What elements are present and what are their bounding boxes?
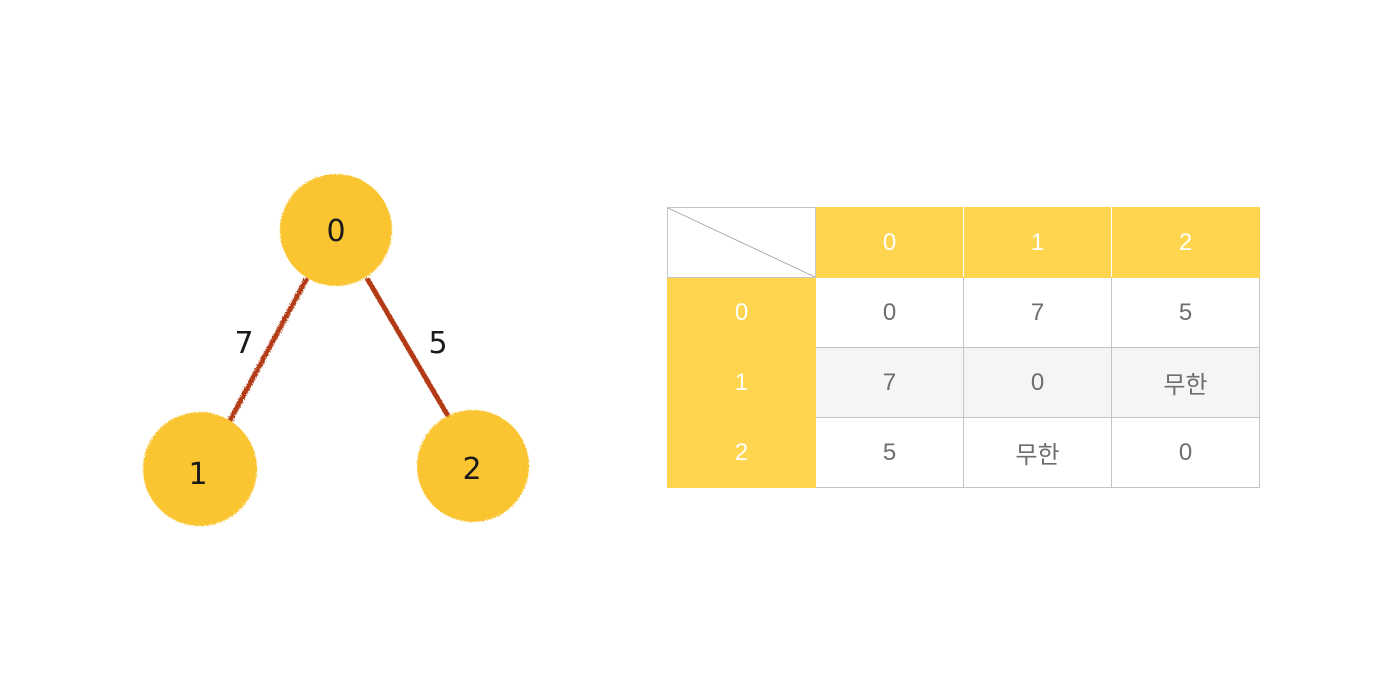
matrix-row: 1 7 0 무한 — [667, 347, 1260, 418]
edge-0-2: 5 — [365, 277, 451, 419]
node-circle-0 — [280, 174, 392, 286]
matrix-cell: 5 — [815, 417, 964, 488]
matrix-row-header: 1 — [667, 347, 816, 418]
node-label-0: 0 — [326, 214, 345, 249]
node-label-1: 1 — [188, 457, 207, 492]
graph-node-2: 2 — [417, 410, 529, 522]
matrix-col-header: 1 — [963, 207, 1112, 278]
matrix-row: 0 0 7 5 — [667, 277, 1260, 348]
matrix-row-header: 0 — [667, 277, 816, 348]
edge-line-0-2 — [365, 277, 451, 419]
node-circle-1 — [143, 412, 257, 526]
edge-0-1: 7 — [225, 277, 309, 427]
corner-diagonal-line — [668, 208, 815, 277]
edge-weight-label-0-1: 7 — [234, 326, 253, 361]
matrix-cell: 0 — [963, 347, 1112, 418]
matrix-col-header: 2 — [1111, 207, 1260, 278]
node-circle-2 — [417, 410, 529, 522]
graph-node-1: 1 — [143, 412, 257, 526]
matrix-cell: 7 — [963, 277, 1112, 348]
matrix-col-header: 0 — [815, 207, 964, 278]
matrix-cell: 무한 — [963, 417, 1112, 488]
edge-weight-label-0-2: 5 — [428, 326, 447, 361]
adjacency-matrix: 0 1 2 0 0 7 5 1 7 0 무한 2 5 무한 0 — [667, 207, 1260, 488]
matrix-cell: 0 — [1111, 417, 1260, 488]
matrix-header-row: 0 1 2 — [667, 207, 1260, 278]
matrix-row: 2 5 무한 0 — [667, 417, 1260, 488]
matrix-cell: 5 — [1111, 277, 1260, 348]
node-label-2: 2 — [462, 452, 481, 487]
matrix-cell: 0 — [815, 277, 964, 348]
matrix-row-header: 2 — [667, 417, 816, 488]
graph-node-0: 0 — [280, 174, 392, 286]
matrix-cell: 7 — [815, 347, 964, 418]
graph-diagram: 7 5 0 1 2 — [143, 174, 529, 526]
edge-line-0-1 — [225, 277, 309, 427]
matrix-cell: 무한 — [1111, 347, 1260, 418]
matrix-corner-cell — [667, 207, 816, 278]
